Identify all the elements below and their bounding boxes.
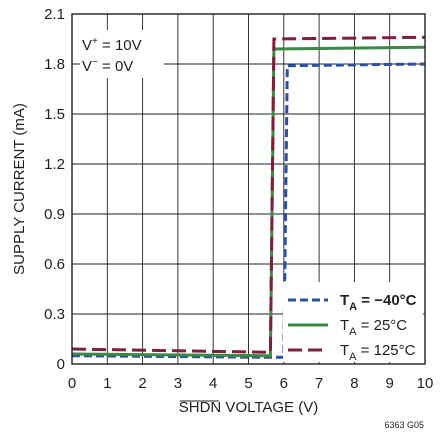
x-tick-labels: 0 1 2 3 4 5 6 7 8 9 10 [68,375,434,392]
series-line [71,62,426,359]
legend-label: TA = 25°C [340,317,407,338]
grid [72,14,425,364]
legend-label: TA = −40°C [340,292,417,313]
conditions-background [80,30,164,78]
plot-frame [71,13,426,365]
legend-background [283,282,423,362]
x-tick-label: 1 [103,375,111,392]
x-tick-label: 10 [417,375,434,392]
series-lines [71,35,426,359]
series-line [71,45,426,358]
legend: TA = −40°C TA = 25°C TA = 125°C [283,282,423,363]
x-tick-label: 6 [280,375,288,392]
series-line [71,35,426,354]
x-tick-label: 2 [138,375,146,392]
y-tick-label: 0.9 [44,206,65,223]
x-tick-label: 3 [174,375,182,392]
y-tick-label: 0.6 [44,256,65,273]
legend-label: TA = 125°C [340,342,416,363]
y-tick-label: 1.5 [44,106,65,123]
y-tick-label: 0.3 [44,306,65,323]
y-axis-title: SUPPLY CURRENT (mA) [11,103,28,275]
x-tick-label: 7 [315,375,323,392]
figure-id: 6363 G05 [384,420,424,430]
y-tick-label: 0 [57,356,65,373]
condition-vminus: V− = 0V [82,57,133,75]
x-tick-label: 4 [209,375,217,392]
x-tick-label: 5 [244,375,252,392]
y-tick-label: 1.8 [44,56,65,73]
x-tick-label: 9 [386,375,394,392]
condition-vplus: V+ = 10V [82,36,142,54]
y-tick-label: 1.2 [44,156,65,173]
x-axis-title: SHDN VOLTAGE (V) [179,399,318,416]
x-tick-label: 8 [350,375,358,392]
y-tick-label: 2.1 [44,6,65,23]
y-tick-labels: 0 0.3 0.6 0.9 1.2 1.5 1.8 2.1 [44,6,65,373]
x-tick-label: 0 [68,375,76,392]
